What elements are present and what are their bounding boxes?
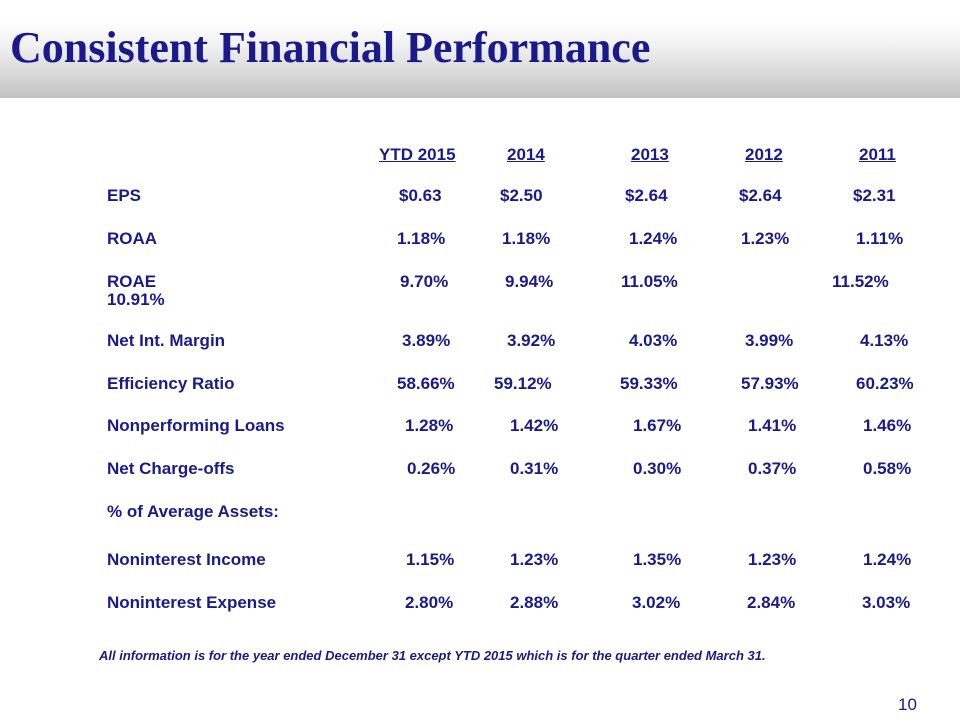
- table-cell: 1.15%: [406, 550, 455, 569]
- title-banner: Consistent Financial Performance: [0, 0, 960, 98]
- table-cell: $0.63: [399, 186, 442, 205]
- row-label-roae: ROAE: [107, 272, 157, 291]
- table-cell: 60.23%: [856, 374, 914, 393]
- table-cell: 9.94%: [505, 272, 554, 291]
- table-cell: 1.23%: [748, 550, 797, 569]
- table-cell: 1.41%: [748, 416, 797, 435]
- table-cell: 9.70%: [400, 272, 449, 291]
- table-cell: 1.46%: [863, 416, 912, 435]
- table-cell: 3.02%: [632, 593, 681, 612]
- table-cell: 0.31%: [510, 459, 559, 478]
- table-cell: 1.18%: [502, 229, 551, 248]
- table-cell: 58.66%: [397, 374, 455, 393]
- table-cell: 1.67%: [633, 416, 682, 435]
- table-cell: 0.30%: [633, 459, 682, 478]
- table-cell: 0.37%: [748, 459, 797, 478]
- table-cell: 4.03%: [629, 331, 678, 350]
- table-cell: 1.23%: [510, 550, 559, 569]
- column-header-2014: 2014: [507, 145, 545, 164]
- table-cell: $2.31: [853, 186, 896, 205]
- table-cell: 3.03%: [862, 593, 911, 612]
- table-cell: 1.42%: [510, 416, 559, 435]
- table-cell: 11.05%: [621, 272, 678, 291]
- table-cell: 1.18%: [397, 229, 446, 248]
- row-label-efficiency-ratio: Efficiency Ratio: [107, 374, 235, 393]
- table-cell: 0.58%: [863, 459, 912, 478]
- table-cell: 1.23%: [741, 229, 790, 248]
- table-cell: 2.84%: [747, 593, 796, 612]
- table-cell: 59.33%: [620, 374, 678, 393]
- table-cell: 2.80%: [405, 593, 454, 612]
- row-label-eps: EPS: [107, 186, 142, 205]
- table-cell: 1.11%: [856, 229, 904, 248]
- column-header-ytd-2015: YTD 2015: [379, 145, 456, 164]
- table-cell: 11.52%: [832, 272, 889, 291]
- table-cell: 10.91%: [107, 290, 165, 309]
- table-cell: 59.12%: [494, 374, 552, 393]
- footnote: All information is for the year ended De…: [99, 648, 766, 663]
- row-label-net-charge-offs: Net Charge-offs: [107, 459, 235, 478]
- table-cell: 2.88%: [510, 593, 559, 612]
- row-label-net-int-margin: Net Int. Margin: [107, 331, 226, 350]
- row-label-noninterest-income: Noninterest Income: [107, 550, 266, 569]
- column-header-2012: 2012: [745, 145, 783, 164]
- column-header-2011: 2011: [859, 145, 896, 164]
- table-cell: $2.50: [500, 186, 543, 205]
- table-cell: 1.24%: [863, 550, 912, 569]
- table-cell: $2.64: [739, 186, 782, 205]
- page-title: Consistent Financial Performance: [10, 23, 651, 72]
- table-cell: 0.26%: [407, 459, 456, 478]
- table-cell: 1.24%: [629, 229, 678, 248]
- table-cell: 4.13%: [860, 331, 909, 350]
- table-cell: $2.64: [625, 186, 668, 205]
- table-cell: 1.28%: [405, 416, 454, 435]
- section-label-average-assets: % of Average Assets:: [107, 502, 279, 521]
- table-cell: 57.93%: [741, 374, 799, 393]
- row-label-roaa: ROAA: [107, 229, 158, 248]
- row-label-noninterest-expense: Noninterest Expense: [107, 593, 277, 612]
- page-number: 10: [898, 695, 917, 714]
- table-cell: 3.89%: [402, 331, 451, 350]
- table-cell: 3.92%: [507, 331, 556, 350]
- table-cell: 3.99%: [745, 331, 794, 350]
- table-cell: 1.35%: [633, 550, 682, 569]
- row-label-nonperforming-loans: Nonperforming Loans: [107, 416, 285, 435]
- column-header-2013: 2013: [631, 145, 669, 164]
